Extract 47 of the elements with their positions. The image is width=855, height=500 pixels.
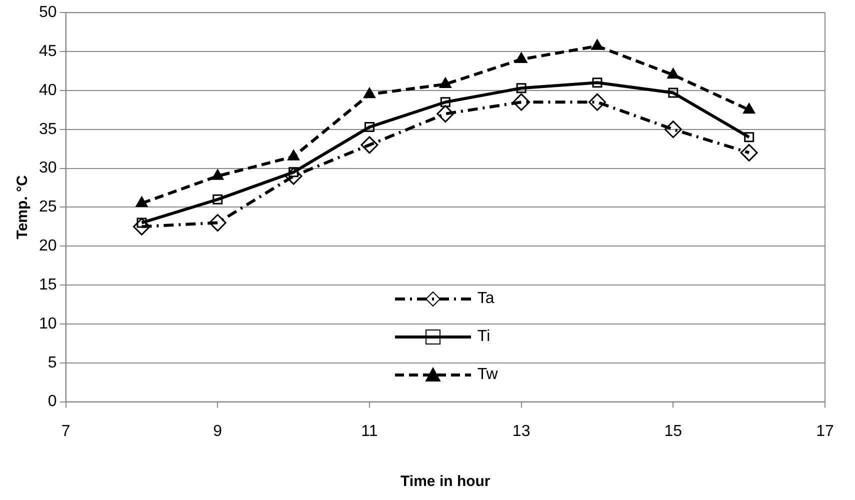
point [364,88,376,98]
y-tick-label: 35 [39,120,57,138]
y-tick-label: 30 [39,160,57,177]
x-axis-title: Time in hour [400,473,490,490]
x-tick-label: 7 [61,422,70,440]
x-tick-label: 9 [213,422,222,440]
point [208,214,226,232]
point [439,77,452,88]
x-tick-label: 11 [361,422,378,440]
point [740,144,758,162]
y-tick-label: 10 [39,315,57,332]
y-tick-label: 5 [48,354,57,372]
point [744,132,754,142]
point [136,196,148,208]
y-tick-label: 20 [39,238,57,255]
point [512,93,530,111]
point [364,122,374,132]
x-tick-label: 15 [664,422,682,440]
point [592,78,602,88]
point [288,150,300,160]
legend-label: Ta [477,290,494,308]
point [212,194,223,204]
point [212,169,224,180]
point [440,97,450,108]
point [743,103,756,114]
y-tick-label: 50 [39,4,57,22]
y-axis-title: Temp. °C [14,175,32,240]
point [668,88,678,98]
point [516,83,526,94]
point [591,39,604,50]
y-tick-label: 45 [39,42,57,60]
point [588,93,606,111]
y-tick-label: 40 [39,82,57,99]
point [515,52,528,64]
legend-label: Tw [477,366,498,384]
y-tick-label: 15 [39,276,57,294]
point [132,218,150,236]
point [667,68,680,79]
point [360,136,378,154]
x-tick-label: 13 [512,422,530,440]
legend-label: Ti [477,328,490,346]
point [284,167,302,185]
x-tick-label: 17 [816,422,834,440]
point [436,105,454,123]
y-tick-label: 25 [39,198,57,216]
y-tick-label: 0 [48,393,57,410]
point [664,120,682,138]
